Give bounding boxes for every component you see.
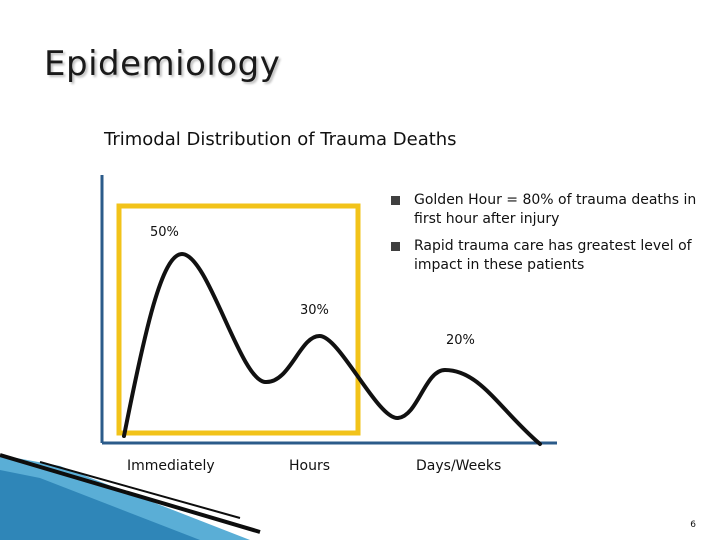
peak-label-3: 20% (446, 333, 475, 348)
bullet-item: Rapid trauma care has greatest level of … (388, 237, 708, 275)
page-number: 6 (690, 520, 696, 530)
bullet-item: Golden Hour = 80% of trauma deaths in fi… (388, 191, 708, 229)
trimodal-curve (122, 252, 542, 446)
bullet-square-icon (391, 242, 400, 251)
bullet-square-icon (391, 196, 400, 205)
x-label-days-weeks: Days/Weeks (416, 458, 502, 474)
bullet-text: Rapid trauma care has greatest level of … (414, 238, 692, 273)
x-label-hours: Hours (289, 458, 331, 474)
golden-hour-box (116, 203, 361, 436)
slide-subtitle: Trimodal Distribution of Trauma Deaths (104, 129, 457, 150)
bullet-text: Golden Hour = 80% of trauma deaths in fi… (414, 192, 697, 227)
bullet-list: Golden Hour = 80% of trauma deaths in fi… (388, 191, 708, 283)
corner-decoration (0, 453, 261, 540)
peak-label-1: 50% (150, 225, 179, 240)
slide-title: Epidemiology (44, 44, 281, 84)
x-label-immediately: Immediately (127, 458, 215, 474)
peak-label-2: 30% (300, 303, 329, 318)
